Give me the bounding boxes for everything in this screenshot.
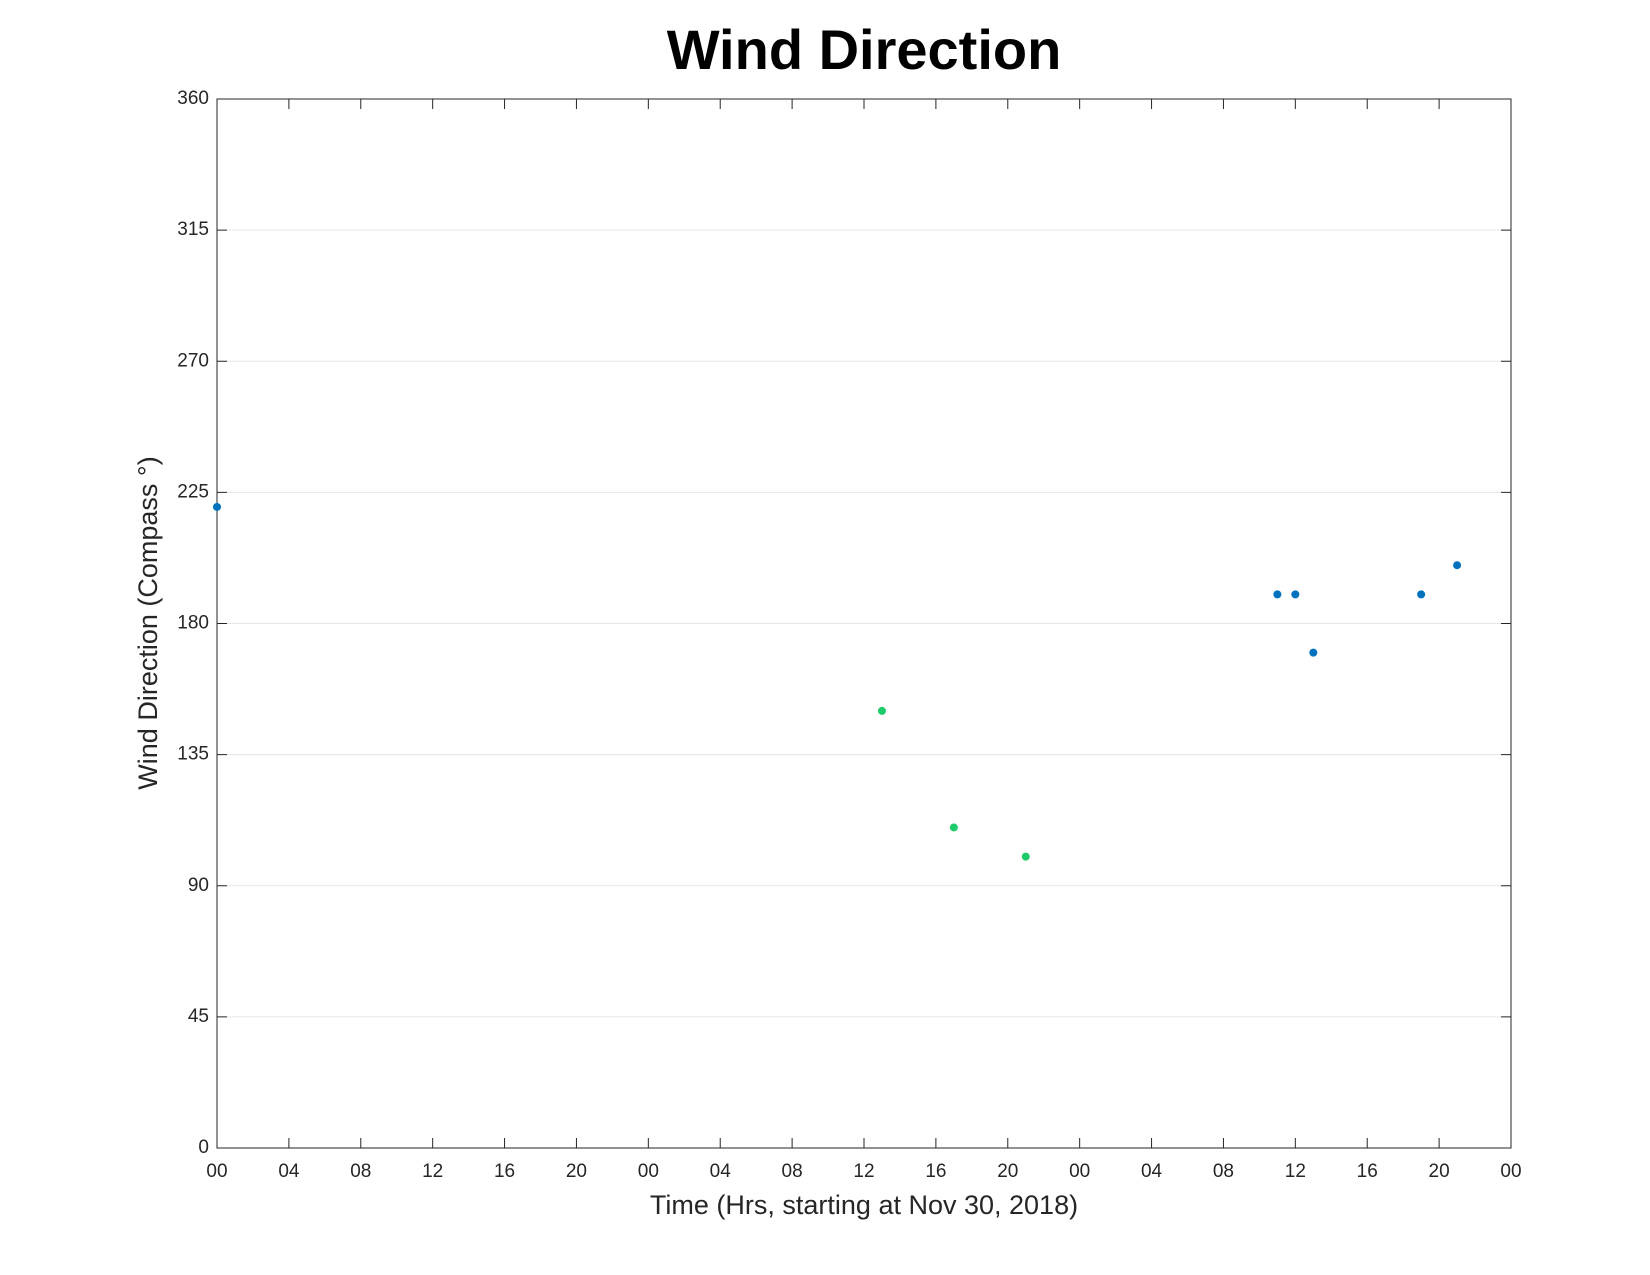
y-tick-label: 270	[177, 350, 209, 371]
y-tick-label: 0	[198, 1137, 209, 1158]
point	[1453, 561, 1462, 570]
x-tick-label: 16	[1357, 1161, 1378, 1182]
x-tick-label: 08	[782, 1161, 803, 1182]
y-tick-label: 90	[188, 875, 209, 896]
point	[877, 706, 886, 715]
x-tick-label: 20	[997, 1161, 1018, 1182]
x-tick-label: 08	[1213, 1161, 1234, 1182]
point	[213, 502, 221, 511]
plot-frame	[216, 98, 1512, 1149]
point	[1021, 852, 1030, 861]
y-axis-label: Wind Direction (Compass °)	[133, 456, 163, 789]
x-tick-label: 04	[278, 1161, 300, 1182]
x-tick-label: 04	[710, 1161, 732, 1182]
x-tick-label: 04	[1141, 1161, 1163, 1182]
x-tick-label: 00	[1069, 1161, 1090, 1182]
y-tick-label: 45	[188, 1006, 209, 1027]
y-tick-label: 180	[177, 613, 209, 634]
x-tick-label: 16	[925, 1161, 946, 1182]
point	[1291, 590, 1300, 599]
x-tick-label: 12	[422, 1161, 443, 1182]
x-tick-label: 12	[853, 1161, 874, 1182]
point	[949, 823, 958, 832]
x-tick-label: 20	[566, 1161, 587, 1182]
x-tick-label: 12	[1285, 1161, 1306, 1182]
chart-title: Wind Direction	[667, 18, 1062, 81]
x-tick-label: 20	[1429, 1161, 1450, 1182]
x-tick-label: 00	[1500, 1161, 1521, 1182]
point	[1417, 590, 1426, 599]
point	[1273, 590, 1282, 599]
x-tick-label: 00	[206, 1161, 227, 1182]
y-tick-label: 135	[177, 744, 209, 765]
point	[1309, 648, 1318, 657]
x-tick-label: 00	[638, 1161, 659, 1182]
y-tick-label: 225	[177, 481, 209, 502]
y-tick-label: 360	[177, 88, 209, 109]
x-axis-label: Time (Hrs, starting at Nov 30, 2018)	[650, 1190, 1078, 1220]
x-tick-label: 08	[350, 1161, 371, 1182]
x-tick-label: 16	[494, 1161, 515, 1182]
y-tick-label: 315	[177, 219, 209, 240]
